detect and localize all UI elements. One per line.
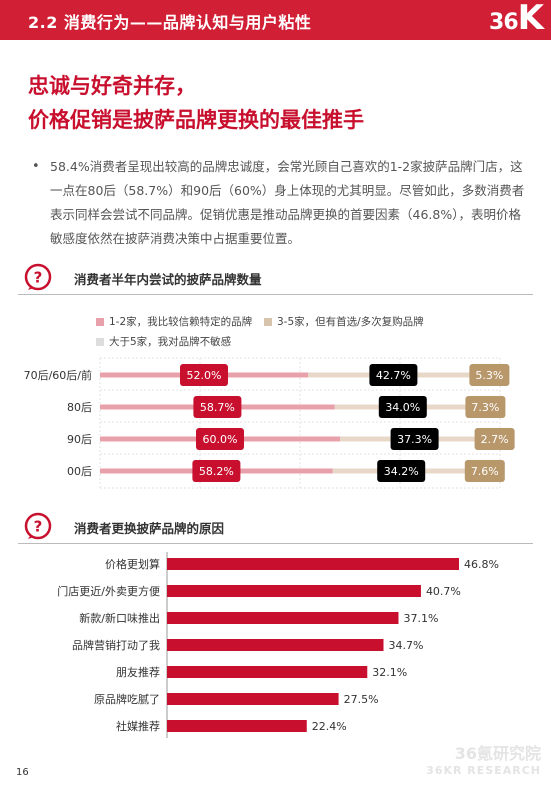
bar <box>167 558 459 570</box>
data-label: 32.1% <box>372 666 407 679</box>
brand-count-chart: 70后/60后/前 52.0% 42.7% 5.3% 80后 58.7% 34.0% 7.3%… <box>24 357 515 489</box>
value-badge <box>180 364 228 386</box>
chart2-title: 消费者更换披萨品牌的原因 <box>74 521 225 536</box>
svg-text:?: ? <box>34 518 43 536</box>
bar <box>167 612 399 624</box>
data-label: 52.0% <box>187 369 222 382</box>
legend-swatch <box>96 338 104 346</box>
bar <box>167 639 384 651</box>
data-label: 58.7% <box>200 401 235 414</box>
brand-logo: 36K <box>489 0 544 38</box>
value-badge <box>378 396 427 418</box>
value-badge <box>469 364 510 386</box>
value-badge <box>390 428 439 450</box>
bar <box>167 693 339 705</box>
chart1-header: ? 消费者半年内尝试的披萨品牌数量 <box>18 263 533 295</box>
category-label: 社媒推荐 <box>116 719 160 733</box>
value-badge <box>464 460 505 482</box>
category-label: 品牌营销打动了我 <box>72 638 160 652</box>
legend-item-3: 大于5家，我对品牌不敏感 <box>96 334 231 349</box>
headline-line2: 价格促销是披萨品牌更换的最佳推手 <box>28 108 364 132</box>
bar <box>167 666 368 678</box>
data-label: 27.5% <box>344 693 379 706</box>
headline-line1: 忠诚与好奇并存， <box>28 74 196 98</box>
bullet-marker: • <box>32 159 40 174</box>
data-label: 37.1% <box>403 612 438 625</box>
data-label: 60.0% <box>203 433 238 446</box>
legend-item-2: 3-5家，但有首选/多次复购品牌 <box>264 314 424 329</box>
data-label: 2.7% <box>481 433 509 446</box>
category-label: 70后/60后/前 <box>24 368 92 382</box>
header-bar <box>0 0 551 40</box>
value-badge <box>377 460 426 482</box>
divider <box>18 543 533 544</box>
data-label: 34.7% <box>389 639 424 652</box>
page-number: 16 <box>16 767 29 778</box>
data-label: 40.7% <box>426 585 461 598</box>
data-label: 42.7% <box>376 369 411 382</box>
chart1-title: 消费者半年内尝试的披萨品牌数量 <box>74 272 262 287</box>
category-label: 价格更划算 <box>105 557 160 571</box>
data-label: 37.3% <box>397 433 432 446</box>
category-label: 00后 <box>67 465 92 478</box>
data-label: 46.8% <box>464 558 499 571</box>
legend-label: 1-2家，我比较信赖特定的品牌 <box>109 316 253 328</box>
value-badge <box>193 396 242 418</box>
watermark: 36氪研究院 36KR RESEARCH <box>426 740 541 777</box>
question-icon: ? <box>24 263 52 291</box>
data-label: 5.3% <box>475 369 503 382</box>
bar <box>167 720 307 732</box>
watermark-cn: 36氪研究院 <box>454 744 541 763</box>
category-label: 朋友推荐 <box>116 665 160 679</box>
category-label: 原品牌吃腻了 <box>94 692 160 706</box>
data-label: 7.3% <box>471 401 499 414</box>
bullet-text: 58.4%消费者呈现出较高的品牌忠诚度，会常光顾自己喜欢的1-2家披萨品牌门店，… <box>50 159 525 246</box>
value-badge <box>465 396 506 418</box>
legend-label: 大于5家，我对品牌不敏感 <box>109 336 232 348</box>
chart2-header: ? 消费者更换披萨品牌的原因 <box>18 512 533 544</box>
watermark-en: 36KR RESEARCH <box>426 764 541 777</box>
category-label: 新款/新口味推出 <box>79 611 160 625</box>
svg-text:?: ? <box>34 269 43 287</box>
value-badge <box>369 364 418 386</box>
data-label: 7.6% <box>471 465 499 478</box>
legend-swatch <box>264 318 272 326</box>
category-label: 80后 <box>67 401 92 414</box>
legend-label: 3-5家，但有首选/多次复购品牌 <box>277 316 424 328</box>
question-icon: ? <box>24 512 52 540</box>
legend-item-1: 1-2家，我比较信赖特定的品牌 <box>96 314 252 329</box>
legend-swatch <box>96 318 104 326</box>
data-label: 58.2% <box>199 465 234 478</box>
divider <box>18 294 533 295</box>
category-label: 门店更近/外卖更方便 <box>57 584 160 598</box>
category-label: 90后 <box>67 433 92 446</box>
section-title: 2.2 消费行为——品牌认知与用户粘性 <box>28 13 312 32</box>
data-label: 22.4% <box>312 720 347 733</box>
value-badge <box>474 428 515 450</box>
value-badge <box>192 460 241 482</box>
value-badge <box>196 428 244 450</box>
data-label: 34.0% <box>385 401 420 414</box>
bar <box>167 585 421 597</box>
data-label: 34.2% <box>384 465 419 478</box>
